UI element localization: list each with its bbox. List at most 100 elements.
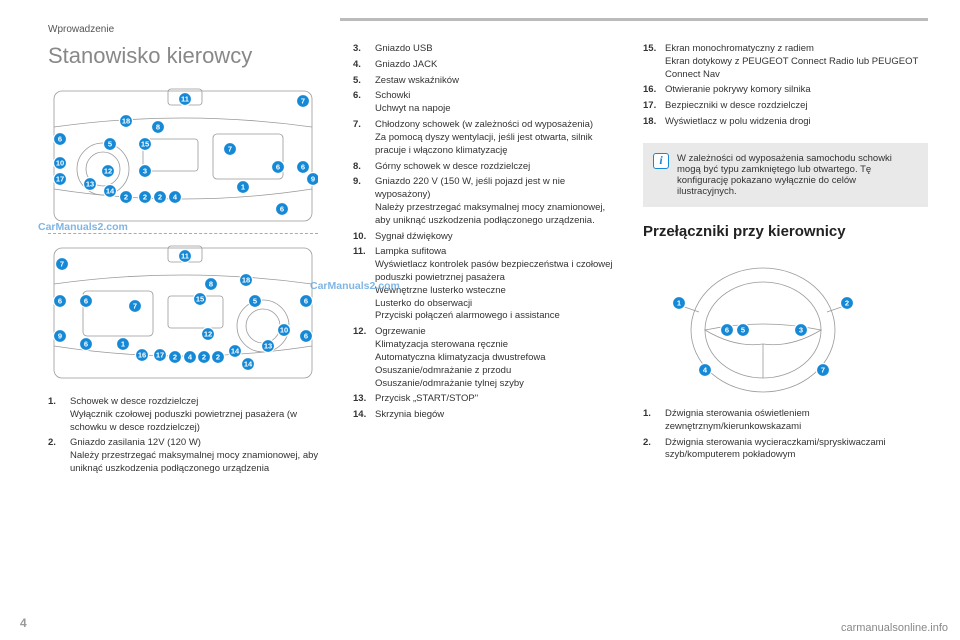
svg-text:2: 2 (173, 353, 177, 362)
list-number: 16. (643, 84, 665, 97)
list-number: 17. (643, 100, 665, 113)
svg-text:15: 15 (196, 295, 204, 304)
svg-text:6: 6 (276, 163, 280, 172)
list-col2: 3.Gniazdo USB4.Gniazdo JACK5.Zestaw wska… (353, 43, 623, 422)
list-text: Schowek w desce rozdzielczejWyłącznik cz… (70, 396, 333, 434)
page-title: Stanowisko kierowcy (48, 43, 333, 69)
svg-text:16: 16 (138, 351, 146, 360)
svg-text:7: 7 (133, 302, 137, 311)
list-number: 15. (643, 43, 665, 81)
svg-text:1: 1 (121, 340, 125, 349)
page-number: 4 (20, 616, 27, 630)
svg-text:8: 8 (156, 123, 160, 132)
info-box: i W zależności od wyposażenia samochodu … (643, 143, 928, 207)
list-item: 16.Otwieranie pokrywy komory silnika (643, 84, 928, 97)
list-item: 14.Skrzynia biegów (353, 409, 623, 422)
svg-text:1: 1 (241, 183, 245, 192)
svg-text:6: 6 (84, 340, 88, 349)
svg-text:11: 11 (181, 95, 189, 104)
svg-text:12: 12 (104, 167, 112, 176)
svg-text:18: 18 (242, 276, 250, 285)
list-number: 1. (643, 408, 665, 434)
svg-text:15: 15 (141, 140, 149, 149)
list-text: SchowkiUchwyt na napoje (375, 90, 623, 116)
list-number: 7. (353, 119, 375, 157)
svg-text:5: 5 (108, 140, 112, 149)
list-text: Zestaw wskaźników (375, 75, 623, 88)
dashboard-diagram-lhd: 1171886515710123661713142224196 CarManua… (48, 79, 318, 229)
svg-text:7: 7 (60, 260, 64, 269)
svg-text:14: 14 (106, 187, 115, 196)
list-number: 2. (48, 437, 70, 475)
svg-text:13: 13 (86, 180, 94, 189)
list-item: 7.Chłodzony schowek (w zależności od wyp… (353, 119, 623, 157)
list-number: 9. (353, 176, 375, 227)
svg-text:6: 6 (304, 297, 308, 306)
list-number: 4. (353, 59, 375, 72)
svg-text:2: 2 (158, 193, 162, 202)
list-text: Skrzynia biegów (375, 409, 623, 422)
svg-text:6: 6 (58, 297, 62, 306)
list-number: 6. (353, 90, 375, 116)
list-item: 2.Dźwignia sterowania wycieraczkami/spry… (643, 437, 928, 463)
list-steering: 1.Dźwignia sterowania oświetleniem zewnę… (643, 408, 928, 462)
svg-text:10: 10 (56, 159, 64, 168)
svg-text:2: 2 (143, 193, 147, 202)
list-text: Chłodzony schowek (w zależności od wypos… (375, 119, 623, 157)
list-text: Otwieranie pokrywy komory silnika (665, 84, 928, 97)
list-text: Gniazdo zasilania 12V (120 W)Należy prze… (70, 437, 333, 475)
list-number: 1. (48, 396, 70, 434)
svg-text:11: 11 (181, 252, 189, 261)
list-text: Dźwignia sterowania oświetleniem zewnętr… (665, 408, 928, 434)
column-3: 15.Ekran monochromatyczny z radiemEkran … (643, 43, 928, 479)
svg-text:2: 2 (124, 193, 128, 202)
list-number: 5. (353, 75, 375, 88)
list-text: Wyświetlacz w polu widzenia drogi (665, 116, 928, 129)
svg-text:14: 14 (244, 360, 253, 369)
svg-text:7: 7 (301, 97, 305, 106)
list-item: 10.Sygnał dźwiękowy (353, 231, 623, 244)
list-number: 2. (643, 437, 665, 463)
svg-text:14: 14 (231, 347, 240, 356)
list-item: 15.Ekran monochromatyczny z radiemEkran … (643, 43, 928, 81)
svg-text:18: 18 (122, 117, 130, 126)
list-text: Gniazdo USB (375, 43, 623, 56)
svg-text:6: 6 (304, 332, 308, 341)
diagram-divider (48, 233, 318, 234)
steering-diagram: 1265347 (643, 248, 883, 398)
list-text: Przycisk „START/STOP" (375, 393, 623, 406)
column-2: 3.Gniazdo USB4.Gniazdo JACK5.Zestaw wska… (353, 43, 623, 479)
info-text: W zależności od wyposażenia samochodu sc… (677, 153, 918, 197)
list-item: 9.Gniazdo 220 V (150 W, jeśli pojazd jes… (353, 176, 623, 227)
section-label: Wprowadzenie (48, 24, 928, 35)
dashboard-diagram-rhd: 11718866715569611617422212141413106 (48, 236, 318, 386)
list-number: 3. (353, 43, 375, 56)
svg-text:9: 9 (58, 332, 62, 341)
list-item: 4.Gniazdo JACK (353, 59, 623, 72)
list-number: 10. (353, 231, 375, 244)
list-item: 2.Gniazdo zasilania 12V (120 W)Należy pr… (48, 437, 333, 475)
svg-text:7: 7 (821, 365, 825, 374)
list-item: 11.Lampka sufitowaWyświetlacz kontrolek … (353, 246, 623, 323)
svg-text:12: 12 (204, 330, 212, 339)
list-text: Gniazdo JACK (375, 59, 623, 72)
svg-text:8: 8 (209, 280, 213, 289)
list-text: OgrzewanieKlimatyzacja sterowana ręcznie… (375, 326, 623, 390)
list-item: 1.Dźwignia sterowania oświetleniem zewnę… (643, 408, 928, 434)
list-item: 17.Bezpieczniki w desce rozdzielczej (643, 100, 928, 113)
list-text: Bezpieczniki w desce rozdzielczej (665, 100, 928, 113)
svg-text:6: 6 (725, 325, 729, 334)
list-item: 18.Wyświetlacz w polu widzenia drogi (643, 116, 928, 129)
svg-text:10: 10 (280, 326, 288, 335)
list-col1: 1.Schowek w desce rozdzielczejWyłącznik … (48, 396, 333, 476)
list-item: 5.Zestaw wskaźników (353, 75, 623, 88)
list-item: 13.Przycisk „START/STOP" (353, 393, 623, 406)
svg-text:6: 6 (280, 205, 284, 214)
list-number: 14. (353, 409, 375, 422)
svg-text:6: 6 (301, 163, 305, 172)
svg-text:3: 3 (799, 325, 803, 334)
footer-link: carmanualsonline.info (841, 622, 948, 634)
list-number: 8. (353, 161, 375, 174)
list-item: 12.OgrzewanieKlimatyzacja sterowana ręcz… (353, 326, 623, 390)
list-item: 6.SchowkiUchwyt na napoje (353, 90, 623, 116)
